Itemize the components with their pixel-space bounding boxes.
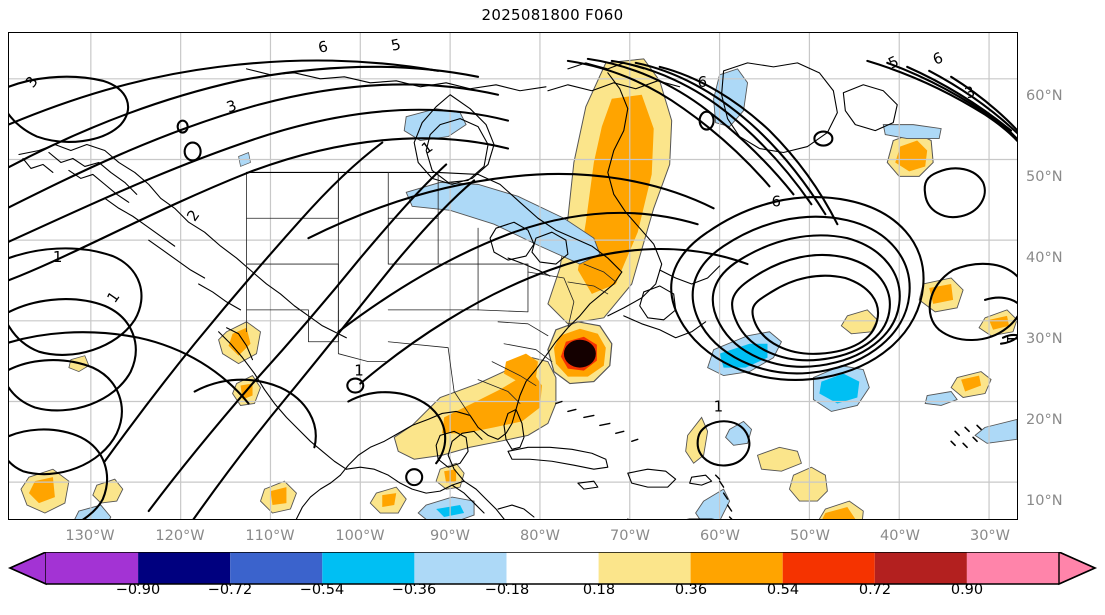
contour-label-2a: 2	[183, 206, 203, 224]
lon-tick-50w: 50°W	[789, 528, 831, 544]
shade-catl-cyan-1	[719, 343, 768, 368]
contour-layer	[9, 57, 1017, 519]
contour-label-6b: 6	[698, 73, 708, 91]
colorbar-swatches[interactable]	[0, 552, 1105, 586]
lon-tick-90w: 90°W	[429, 528, 471, 544]
shade-catl-yellow-small	[840, 309, 878, 335]
shade-eatl-orange-2	[961, 375, 982, 392]
shade-labrador-orange	[577, 94, 654, 294]
colorbar-outline	[8, 552, 1097, 585]
contour-label-6c: 6	[771, 192, 781, 210]
shade-epac-orange-1	[28, 477, 55, 504]
colorbar-label-n090: −0.90	[115, 582, 161, 598]
colorbar-extend-high	[1058, 552, 1097, 586]
shade-epac-yellow-2	[92, 478, 124, 504]
colorbar[interactable]: −0.90 −0.72 −0.54 −0.36 −0.18 0.18 0.36 …	[0, 552, 1105, 615]
lon-tick-80w: 80°W	[519, 528, 561, 544]
shade-plains-lightblue	[403, 108, 467, 142]
shade-tropatl-yellow-3	[685, 416, 709, 464]
colorbar-bin-10	[966, 552, 1059, 584]
contour-label-1d: 1	[714, 397, 724, 415]
graticule-layer	[9, 33, 1017, 519]
contour-label-1f: 1	[53, 248, 63, 266]
colorbar-extend-low	[8, 552, 47, 586]
shade-greenland-lightblue	[882, 124, 942, 140]
colorbar-label-n054: −0.54	[299, 582, 345, 598]
lon-tick-30w: 30°W	[969, 528, 1011, 544]
shade-catl-lightblue-3	[924, 391, 958, 406]
colorbar-label-p054: 0.54	[766, 582, 800, 598]
contour-label-6a: 6	[316, 37, 329, 57]
colorbar-bin-8	[782, 552, 875, 584]
colorbar-bin-6	[598, 552, 691, 584]
contour-label-1c: 1	[354, 362, 364, 380]
shade-atl-lightblue-small	[725, 420, 753, 446]
lon-tick-70w: 70°W	[609, 528, 651, 544]
shade-natl-orange	[895, 140, 928, 172]
colorbar-label-p072: 0.72	[858, 582, 892, 598]
shade-bullseye-core	[563, 339, 596, 368]
colorbar-bin-5	[506, 552, 599, 584]
shade-eatl-orange-1	[989, 315, 1010, 330]
shade-epac-orange-3	[270, 487, 287, 506]
shade-epac-orange-4	[382, 493, 397, 508]
colorbar-ticks	[137, 584, 968, 586]
colorbar-bin-1	[138, 552, 231, 584]
lon-tick-120w: 120°W	[155, 528, 205, 544]
lat-tick-40n: 40°N	[1026, 250, 1063, 266]
lat-tick-50n: 50°N	[1026, 169, 1063, 185]
lon-tick-40w: 40°W	[879, 528, 921, 544]
colorbar-bin-7	[690, 552, 783, 584]
lat-tick-30n: 30°N	[1026, 331, 1063, 347]
lat-tick-60n: 60°N	[1026, 88, 1063, 104]
contour-label-6d: 6	[930, 48, 945, 68]
lon-tick-130w: 130°W	[65, 528, 115, 544]
map-plot[interactable]: 3 1 2 3 6 5 1 1 6 6 5 6 3 1 1 1	[9, 33, 1017, 519]
page-title: 2025081800 F060	[481, 6, 624, 24]
colorbar-bin-3	[322, 552, 415, 584]
shade-florida-orange	[504, 353, 538, 382]
colorbar-label-n036: −0.36	[391, 582, 437, 598]
shade-trop-lightblue	[695, 488, 731, 519]
shade-tropatl-yellow-2	[756, 446, 802, 472]
shade-baja-orange	[228, 327, 251, 356]
colorbar-label-p090: 0.90	[950, 582, 984, 598]
contour-label-1b: 1	[418, 138, 436, 158]
lat-tick-20n: 20°N	[1026, 412, 1063, 428]
contour-label-3a: 3	[21, 73, 41, 91]
contour-label-1e: 1	[1003, 334, 1017, 344]
shade-tropatl-orange-4	[822, 507, 856, 519]
lon-tick-110w: 110°W	[245, 528, 295, 544]
colorbar-bin-0	[46, 552, 139, 584]
colorbar-label-p018: 0.18	[582, 582, 616, 598]
colorbar-label-n018: −0.18	[484, 582, 530, 598]
lon-tick-100w: 100°W	[335, 528, 385, 544]
shade-catl-cyan-2	[819, 373, 860, 404]
coastline-layer	[18, 62, 982, 519]
shade-eatl-lightblue	[974, 418, 1017, 444]
colorbar-bin-4	[414, 552, 507, 584]
colorbar-label-n072: −0.72	[207, 582, 253, 598]
colorbar-label-p036: 0.36	[674, 582, 708, 598]
colorbar-bin-9	[874, 552, 967, 584]
lon-tick-60w: 60°W	[699, 528, 741, 544]
colorbar-bin-2	[230, 552, 323, 584]
map-panel[interactable]: 3 1 2 3 6 5 1 1 6 6 5 6 3 1 1 1	[8, 32, 1018, 520]
contour-label-5a: 5	[389, 35, 402, 55]
shade-tropatl-yellow-1	[788, 466, 828, 502]
shade-gulf-orange	[442, 373, 542, 434]
contour-label-1a: 1	[103, 288, 123, 306]
lat-tick-10n: 10°N	[1026, 493, 1063, 509]
